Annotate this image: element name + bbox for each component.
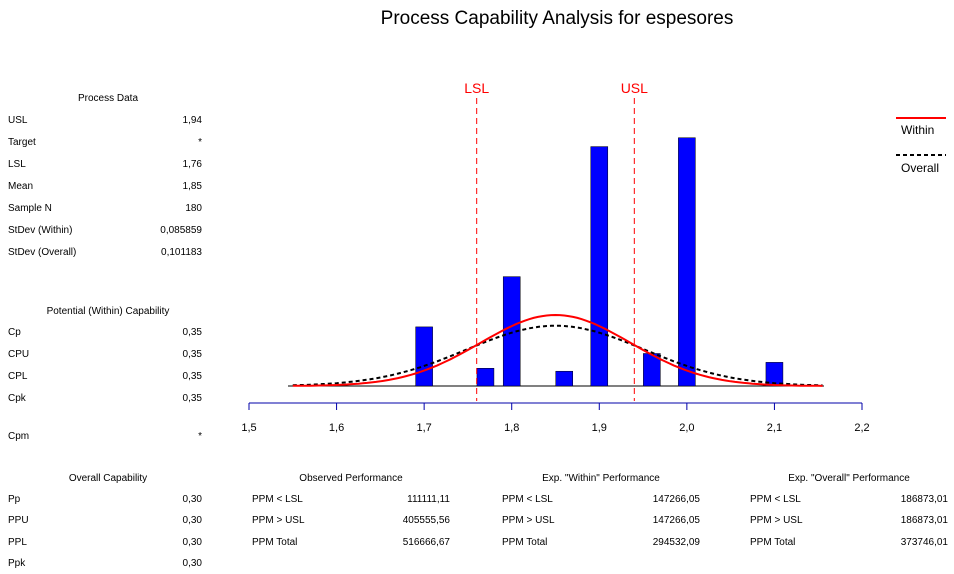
potential-capability-label: Cp (8, 327, 21, 338)
spec-limit-label: USL (621, 80, 648, 96)
legend-within-label: Within (901, 123, 934, 137)
histogram-bar (476, 368, 495, 387)
exp-overall-performance-value: 186873,01 (900, 494, 948, 505)
observed-performance-label: PPM < LSL (252, 494, 303, 505)
histogram-bar (555, 370, 574, 387)
process-data-label: Target (8, 137, 36, 148)
process-data-value: * (198, 137, 202, 148)
exp-overall-performance-value: 186873,01 (900, 515, 948, 526)
potential-capability-value: * (198, 431, 202, 442)
exp-within-performance-label: PPM Total (502, 537, 548, 548)
overall-capability-label: Pp (8, 494, 21, 505)
process-data-value: 1,85 (182, 181, 202, 192)
exp-within-performance-label: PPM > USL (502, 515, 555, 526)
overall-capability-value: 0,30 (182, 515, 202, 526)
process-data-value: 0,085859 (160, 225, 202, 236)
overall-capability-label: PPU (8, 515, 29, 526)
x-tick-label: 2,0 (679, 422, 694, 434)
observed-performance-heading: Observed Performance (299, 473, 403, 484)
process-data-label: LSL (8, 159, 26, 170)
process-data-label: Mean (8, 181, 34, 192)
within-curve (292, 313, 823, 387)
potential-capability-value: 0,35 (182, 393, 202, 404)
process-data-value: 1,94 (182, 115, 202, 126)
histogram-bar (590, 146, 609, 387)
overall-capability-label: Ppk (8, 558, 26, 569)
observed-performance-label: PPM > USL (252, 515, 305, 526)
potential-capability-value: 0,35 (182, 349, 202, 360)
potential-capability-value: 0,35 (182, 327, 202, 338)
exp-overall-performance-value: 373746,01 (900, 537, 948, 548)
process-data-label: StDev (Overall) (8, 247, 77, 258)
process-data-heading: Process Data (77, 93, 139, 104)
overall-capability-value: 0,30 (182, 558, 202, 569)
exp-within-performance-label: PPM < LSL (502, 494, 553, 505)
exp-overall-performance-label: PPM Total (750, 537, 796, 548)
exp-overall-performance-label: PPM < LSL (750, 494, 801, 505)
page-title: Process Capability Analysis for espesore… (380, 8, 734, 29)
potential-capability-value: 0,35 (182, 371, 202, 382)
x-tick-label: 1,8 (504, 422, 519, 434)
exp-overall-performance-heading: Exp. "Overall" Performance (788, 473, 910, 484)
legend-overall-label: Overall (901, 161, 939, 175)
x-tick-label: 1,5 (241, 422, 256, 434)
exp-within-performance-heading: Exp. "Within" Performance (542, 473, 660, 484)
observed-performance-value: 405555,56 (402, 515, 450, 526)
observed-performance-value: 111111,11 (407, 494, 450, 505)
overall-curve (292, 324, 823, 387)
potential-capability-label: Cpk (8, 393, 26, 404)
process-data-value: 0,101183 (161, 247, 202, 258)
exp-within-performance-value: 147266,05 (652, 494, 700, 505)
process-data-value: 180 (185, 203, 202, 214)
x-tick-label: 2,2 (854, 422, 869, 434)
process-data-label: StDev (Within) (8, 225, 73, 236)
potential-capability-label: CPL (8, 371, 28, 382)
exp-overall-performance-label: PPM > USL (750, 515, 803, 526)
exp-within-performance-value: 147266,05 (652, 515, 700, 526)
x-tick-label: 1,9 (592, 422, 607, 434)
histogram-bar (415, 326, 433, 387)
process-data-value: 1,76 (182, 159, 202, 170)
overall-capability-label: PPL (8, 537, 27, 548)
spec-limit-label: LSL (464, 80, 489, 96)
potential-capability-label: CPU (8, 349, 30, 360)
overall-capability-value: 0,30 (182, 494, 202, 505)
x-tick-label: 1,7 (416, 422, 431, 434)
process-data-label: USL (8, 115, 28, 126)
process-data-label: Sample N (8, 203, 52, 214)
potential-capability-label: Cpm (8, 431, 30, 442)
histogram-bar (678, 137, 696, 387)
x-tick-label: 1,6 (329, 422, 344, 434)
exp-within-performance-value: 294532,09 (652, 537, 700, 548)
overall-capability-heading: Overall Capability (68, 473, 148, 484)
overall-capability-value: 0,30 (182, 537, 202, 548)
observed-performance-label: PPM Total (252, 537, 298, 548)
x-tick-label: 2,1 (767, 422, 782, 434)
potential-capability-heading: Potential (Within) Capability (46, 306, 170, 317)
observed-performance-value: 516666,67 (402, 537, 450, 548)
